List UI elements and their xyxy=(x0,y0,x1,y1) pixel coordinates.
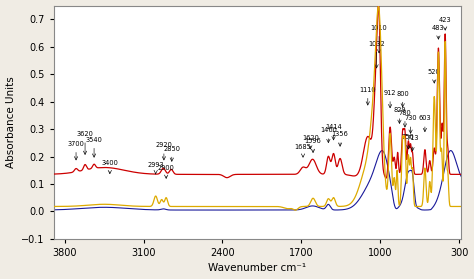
Text: 520: 520 xyxy=(428,69,441,83)
Text: 713: 713 xyxy=(406,135,419,151)
Text: 1032: 1032 xyxy=(368,41,385,68)
Text: 912: 912 xyxy=(384,90,396,108)
Text: 3540: 3540 xyxy=(86,137,102,157)
Text: 1596: 1596 xyxy=(305,138,321,153)
Text: 730: 730 xyxy=(404,116,417,133)
X-axis label: Wavenumber cm⁻¹: Wavenumber cm⁻¹ xyxy=(209,263,307,273)
Text: 3620: 3620 xyxy=(77,131,93,154)
Text: 603: 603 xyxy=(419,116,431,132)
Text: 750: 750 xyxy=(402,133,415,149)
Text: 829: 829 xyxy=(393,107,406,123)
Y-axis label: Absorbance Units: Absorbance Units xyxy=(6,76,16,168)
Text: 1685: 1685 xyxy=(294,145,311,157)
Text: 423: 423 xyxy=(439,16,452,30)
Text: 800: 800 xyxy=(396,91,409,107)
Text: 1356: 1356 xyxy=(332,131,348,146)
Text: 2900: 2900 xyxy=(158,165,174,178)
Text: 1460: 1460 xyxy=(320,127,337,143)
Text: 2920: 2920 xyxy=(155,142,173,160)
Text: 2850: 2850 xyxy=(163,146,180,161)
Text: 483: 483 xyxy=(432,25,445,39)
Text: 1010: 1010 xyxy=(371,25,387,53)
Text: 3400: 3400 xyxy=(101,160,118,174)
Text: 2993: 2993 xyxy=(147,162,164,174)
Text: 780: 780 xyxy=(399,110,411,127)
Text: 1620: 1620 xyxy=(302,134,319,149)
Text: 1414: 1414 xyxy=(325,124,342,140)
Text: 1110: 1110 xyxy=(359,87,376,105)
Text: 3700: 3700 xyxy=(68,141,84,160)
